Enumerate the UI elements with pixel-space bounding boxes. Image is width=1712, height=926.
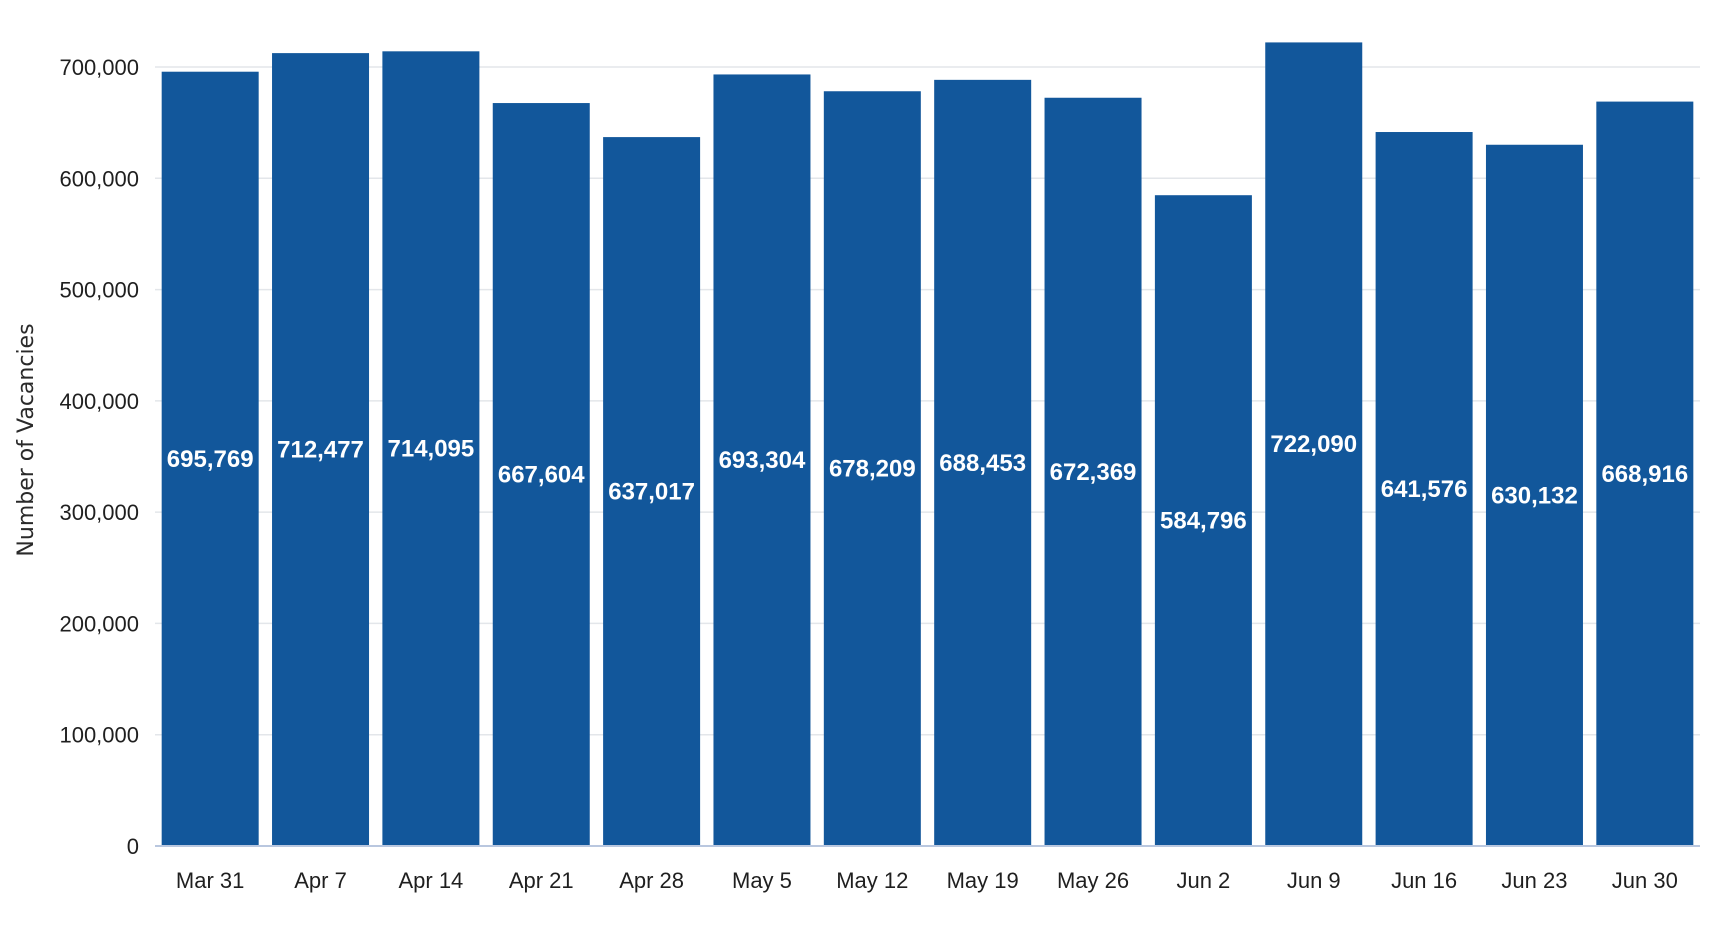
bar [1485,144,1583,846]
data-label: 630,132 [1491,482,1578,509]
data-label: 667,604 [498,462,585,489]
bar [161,71,259,846]
x-tick-label: May 19 [947,868,1019,893]
y-tick-label: 400,000 [59,389,139,414]
data-label: 672,369 [1050,459,1137,486]
bar [1154,195,1252,847]
x-tick-label: Jun 30 [1612,868,1678,893]
x-tick-label: May 12 [836,868,908,893]
y-tick-label: 300,000 [59,500,139,525]
data-label: 584,796 [1160,508,1247,535]
data-label: 637,017 [608,479,695,506]
x-tick-label: May 5 [732,868,792,893]
data-label: 712,477 [277,437,364,464]
data-label: 695,769 [167,446,254,473]
x-tick-label: Mar 31 [176,868,244,893]
data-label: 688,453 [939,450,1026,477]
data-label: 693,304 [719,447,806,474]
y-tick-label: 600,000 [59,166,139,191]
axes: 0 100,000 200,000 300,000 400,000 500,000 600,… [59,55,1700,893]
x-tick-label: Jun 2 [1176,868,1230,893]
x-tick-label: Apr 14 [398,868,463,893]
x-tick-label: Jun 23 [1501,868,1567,893]
bar [823,91,921,847]
x-tick-label: Apr 28 [619,868,684,893]
x-tick-label: May 26 [1057,868,1129,893]
bar [1596,101,1694,847]
bar [272,53,370,847]
y-tick-label: 0 [127,834,139,859]
labels: 695,769 712,477 714,095 667,604 637,017 693,3… [167,431,1688,534]
bar [1375,132,1473,846]
bar [603,137,701,847]
y-tick-label: 200,000 [59,611,139,636]
y-tick-label: 100,000 [59,723,139,748]
data-label: 714,095 [388,436,475,463]
data-label: 641,576 [1381,476,1468,503]
bar [934,79,1032,846]
x-tick-label: Jun 9 [1287,868,1341,893]
y-axis-title: Number of Vacancies [14,323,39,556]
bar [713,74,811,847]
data-label: 668,916 [1601,461,1688,488]
x-tick-label: Jun 16 [1391,868,1457,893]
bars [161,42,1694,847]
bar [492,103,590,846]
x-tick-label: Apr 21 [509,868,574,893]
bar [1044,97,1142,846]
bar [1265,42,1363,846]
bar [382,51,480,847]
y-tick-label: 500,000 [59,278,139,303]
x-tick-label: Apr 7 [294,868,347,893]
data-label: 678,209 [829,456,916,483]
y-tick-label: 700,000 [59,55,139,80]
data-label: 722,090 [1270,431,1357,458]
